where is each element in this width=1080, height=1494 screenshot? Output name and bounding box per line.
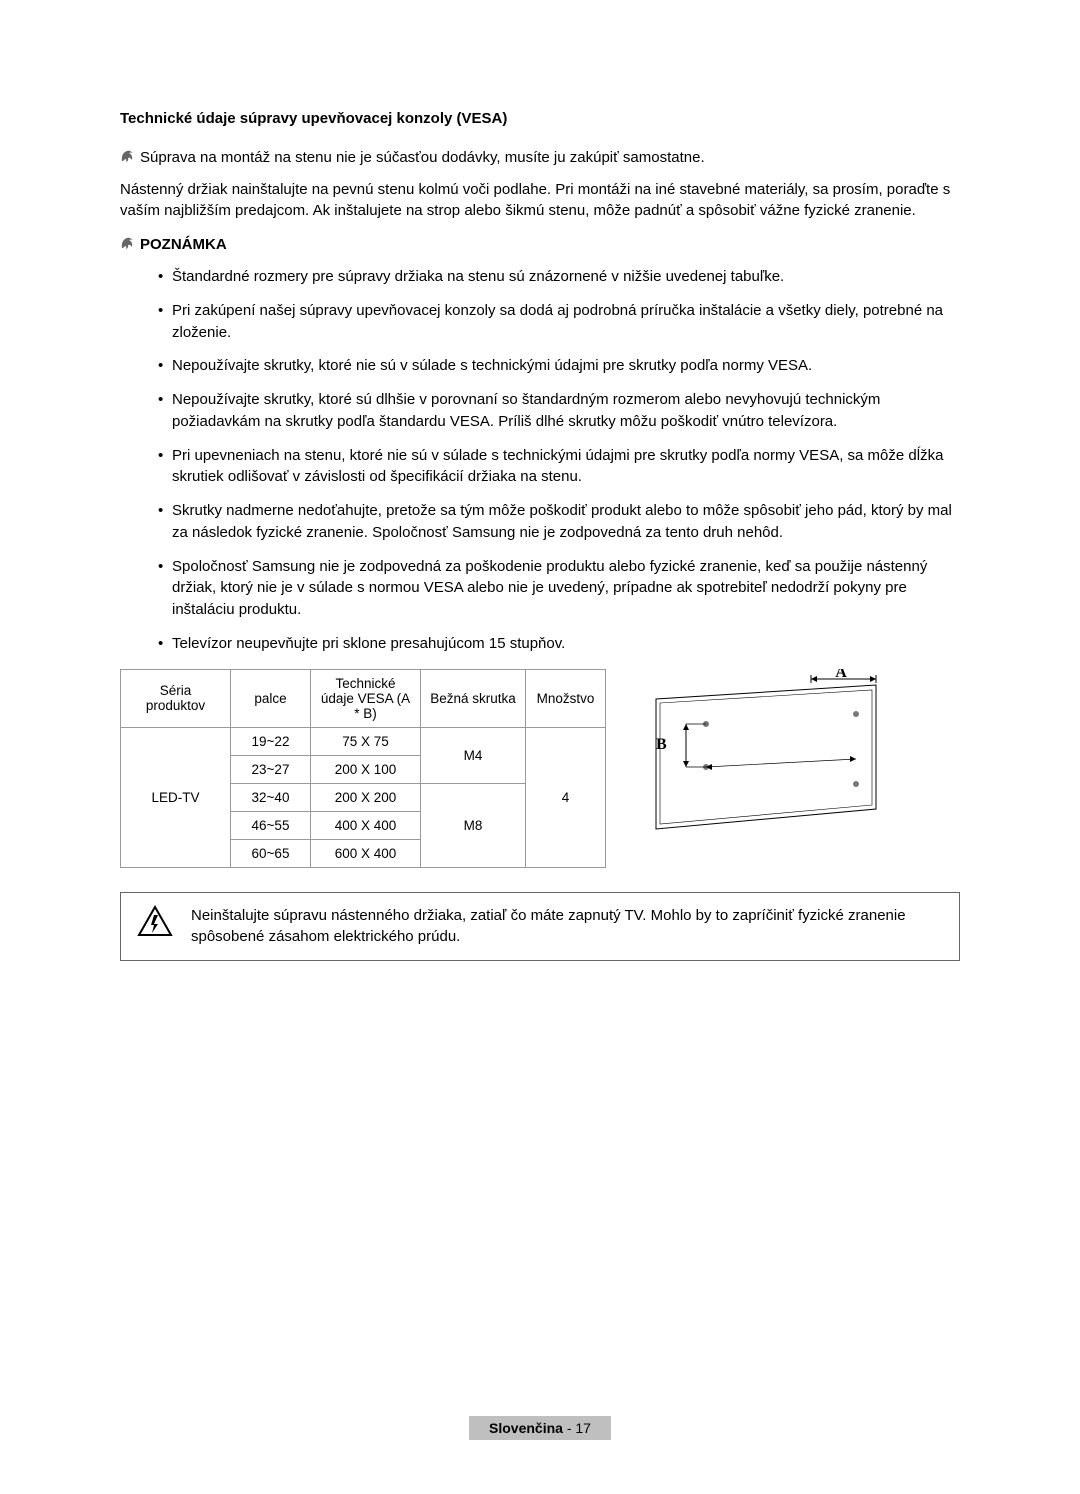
cell-vesa: 75 X 75 (311, 727, 421, 755)
cell-series: LED-TV (121, 727, 231, 867)
list-item: Pri upevneniach na stenu, ktoré nie sú v… (158, 445, 960, 489)
list-item: Nepoužívajte skrutky, ktoré nie sú v súl… (158, 355, 960, 377)
cell-inches: 19~22 (231, 727, 311, 755)
notes-heading: POZNÁMKA (120, 236, 960, 254)
note-icon (120, 148, 136, 169)
notes-list: Štandardné rozmery pre súpravy držiaka n… (120, 266, 960, 655)
cell-inches: 60~65 (231, 839, 311, 867)
table-row: Séria produktov palce Technické údaje VE… (121, 669, 606, 727)
th-vesa: Technické údaje VESA (A * B) (311, 669, 421, 727)
list-item: Skrutky nadmerne nedoťahujte, pretože sa… (158, 500, 960, 544)
vesa-spec-table: Séria produktov palce Technické údaje VE… (120, 669, 606, 868)
section-title: Technické údaje súpravy upevňovacej konz… (120, 110, 960, 127)
th-series: Séria produktov (121, 669, 231, 727)
cell-inches: 32~40 (231, 783, 311, 811)
cell-screw: M4 (421, 727, 526, 783)
page-footer: Slovenčina - 17 (0, 1416, 1080, 1440)
th-qty: Množstvo (526, 669, 606, 727)
cell-inches: 46~55 (231, 811, 311, 839)
warning-icon (137, 905, 173, 942)
diagram-label-b: B (656, 736, 667, 753)
list-item: Televízor neupevňujte pri sklone presahu… (158, 633, 960, 655)
note-icon (120, 236, 136, 254)
cell-vesa: 200 X 100 (311, 755, 421, 783)
footer-page: 17 (575, 1420, 591, 1436)
note-supply: Súprava na montáž na stenu nie je súčasť… (120, 147, 960, 169)
list-item: Štandardné rozmery pre súpravy držiaka n… (158, 266, 960, 288)
intro-paragraph: Nástenný držiak nainštalujte na pevnú st… (120, 179, 960, 223)
warning-text: Neinštalujte súpravu nástenného držiaka,… (191, 905, 943, 949)
th-screw: Bežná skrutka (421, 669, 526, 727)
list-item: Spoločnosť Samsung nie je zodpovedná za … (158, 556, 960, 621)
cell-vesa: 400 X 400 (311, 811, 421, 839)
notes-heading-text: POZNÁMKA (140, 236, 227, 253)
note-supply-text: Súprava na montáž na stenu nie je súčasť… (140, 149, 705, 166)
vesa-diagram: A B (626, 669, 886, 829)
diagram-label-a: A (835, 669, 847, 681)
warning-box: Neinštalujte súpravu nástenného držiaka,… (120, 892, 960, 962)
footer-sep: - (563, 1420, 575, 1436)
list-item: Nepoužívajte skrutky, ktoré sú dlhšie v … (158, 389, 960, 433)
cell-vesa: 200 X 200 (311, 783, 421, 811)
list-item: Pri zakúpení našej súpravy upevňovacej k… (158, 300, 960, 344)
cell-screw: M8 (421, 783, 526, 867)
table-row: LED-TV 19~22 75 X 75 M4 4 (121, 727, 606, 755)
cell-inches: 23~27 (231, 755, 311, 783)
cell-vesa: 600 X 400 (311, 839, 421, 867)
th-inches: palce (231, 669, 311, 727)
footer-lang: Slovenčina (489, 1420, 563, 1436)
cell-qty: 4 (526, 727, 606, 867)
